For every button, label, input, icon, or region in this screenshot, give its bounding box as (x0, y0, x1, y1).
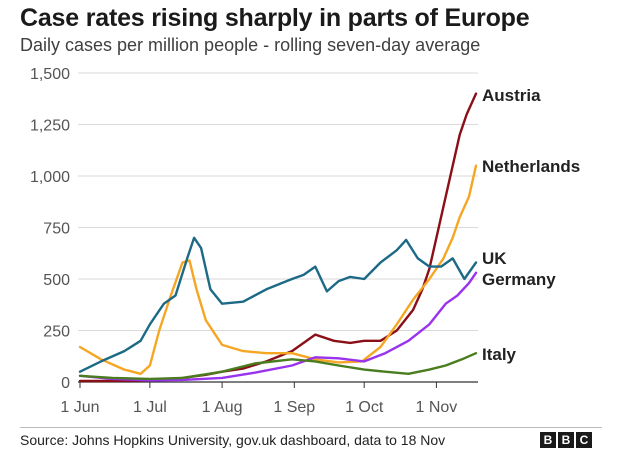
bbc-logo-letter: B (558, 432, 574, 448)
x-axis-ticks: 1 Jun 1 Jul 1 Aug 1 Sep 1 Oct 1 Nov (60, 382, 457, 416)
y-tick-label: 0 (61, 375, 70, 392)
series-line-italy (78, 352, 478, 381)
series-line-uk (78, 236, 478, 373)
y-tick-label: 1,250 (30, 118, 70, 135)
series-label-netherlands: Netherlands (482, 157, 580, 176)
bbc-logo-letter: C (576, 432, 592, 448)
x-tick-label: 1 Aug (202, 399, 243, 416)
series-lines (78, 92, 478, 383)
y-tick-label: 250 (43, 324, 70, 341)
series-label-uk: UK (482, 249, 507, 268)
bbc-logo-letter: B (540, 432, 556, 448)
line-chart: 0 250 500 750 1,000 1,250 1,500 1 Jun 1 Jul 1 Au… (30, 66, 580, 416)
x-tick-label: 1 Jul (133, 399, 167, 416)
chart-subtitle: Daily cases per million people - rolling… (20, 35, 481, 55)
grid-lines (78, 72, 478, 383)
series-labels: Austria Netherlands UK Germany Italy (482, 86, 580, 364)
x-tick-label: 1 Sep (273, 399, 315, 416)
x-tick-label: 1 Oct (345, 399, 384, 416)
source-note: Source: Johns Hopkins University, gov.uk… (20, 432, 446, 448)
x-tick-label: 1 Jun (60, 399, 99, 416)
series-line-germany (78, 271, 478, 382)
series-label-italy: Italy (482, 345, 517, 364)
y-tick-label: 1,000 (30, 169, 70, 186)
y-tick-label: 500 (43, 272, 70, 289)
x-tick-label: 1 Nov (416, 399, 458, 416)
bbc-logo: B B C (540, 432, 592, 448)
chart-title: Case rates rising sharply in parts of Eu… (20, 4, 530, 32)
y-tick-label: 750 (43, 221, 70, 238)
series-line-netherlands (78, 164, 478, 375)
y-tick-label: 1,500 (30, 66, 70, 83)
series-label-austria: Austria (482, 86, 541, 105)
footer-divider (20, 427, 602, 428)
series-line-austria (78, 92, 478, 383)
series-label-germany: Germany (482, 270, 556, 289)
y-axis-ticks: 0 250 500 750 1,000 1,250 1,500 (30, 66, 70, 392)
